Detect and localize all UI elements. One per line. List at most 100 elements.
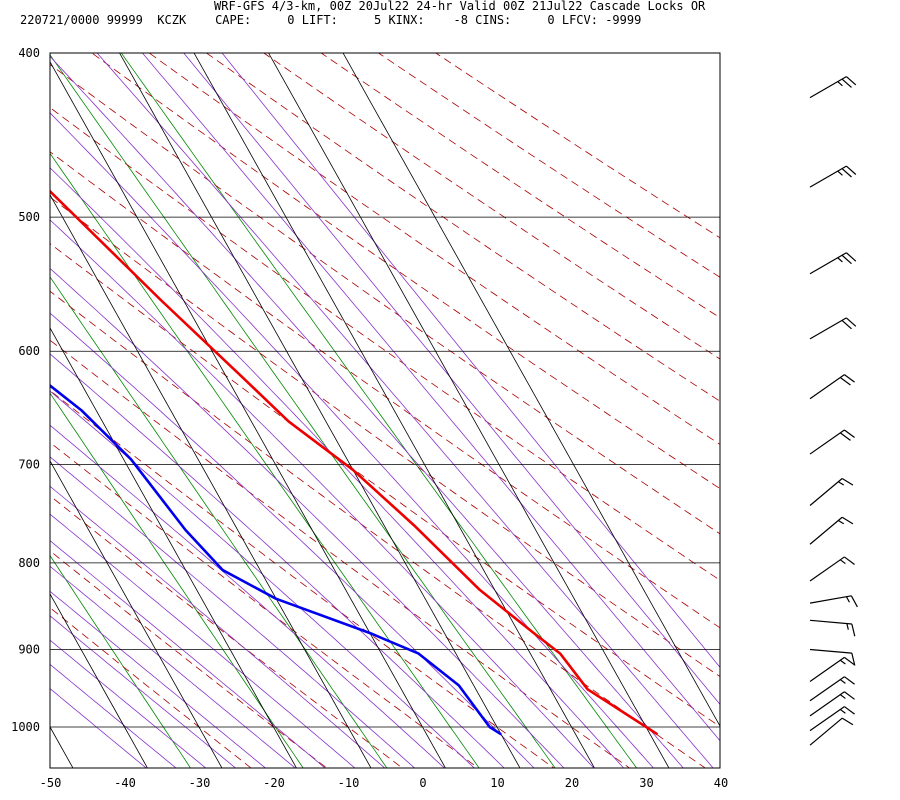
wind-barb	[809, 691, 855, 717]
moist-adiabat	[50, 663, 177, 768]
dry-adiabat	[50, 107, 720, 581]
moist-adiabat	[50, 513, 356, 768]
isotherm-line	[50, 61, 446, 768]
dry-adiabat	[50, 63, 720, 535]
barb-staff	[809, 478, 843, 506]
isotherm-line	[342, 53, 720, 727]
barb-feather	[844, 656, 855, 666]
barb-half-feather	[838, 519, 845, 525]
y-tick-label: 900	[18, 642, 40, 656]
x-tick-label: -30	[189, 776, 211, 790]
dry-adiabat	[205, 53, 720, 402]
wind-barb	[809, 478, 854, 506]
barb-half-feather	[839, 679, 846, 684]
dry-adiabat	[91, 53, 720, 490]
barb-feather	[844, 429, 855, 438]
moist-adiabat	[50, 456, 416, 768]
x-tick-label: 0	[419, 776, 426, 790]
barb-feather	[845, 165, 857, 175]
mixing-ratio-line	[50, 276, 388, 768]
wind-barb	[809, 429, 855, 455]
isotherm-line	[50, 194, 372, 768]
barb-feather	[841, 254, 852, 265]
barb-staff	[809, 717, 843, 746]
dry-adiabat	[50, 607, 252, 768]
barb-feather	[845, 76, 857, 86]
barb-half-feather	[838, 481, 845, 486]
barb-half-feather	[839, 559, 846, 565]
barb-feather	[844, 706, 855, 715]
barb-feather	[851, 653, 856, 666]
moist-adiabat	[96, 53, 714, 768]
barb-staff	[809, 76, 847, 99]
barb-half-feather	[839, 708, 846, 714]
moist-adiabat	[50, 390, 475, 768]
moist-adiabat	[50, 424, 446, 768]
dry-adiabat	[320, 53, 720, 319]
wind-barb	[809, 76, 857, 99]
barb-staff	[809, 676, 845, 702]
barb-half-feather	[837, 170, 843, 176]
temperature-trace	[50, 189, 659, 736]
dry-adiabat	[377, 53, 720, 278]
moist-adiabat	[50, 540, 326, 768]
moist-adiabat	[50, 639, 207, 768]
moist-adiabat	[50, 485, 386, 768]
dry-adiabat	[50, 151, 720, 629]
barb-feather	[851, 623, 856, 637]
barb-feather	[841, 478, 854, 486]
barb-feather	[839, 432, 851, 441]
moist-adiabat	[221, 53, 720, 668]
dry-adiabat	[148, 53, 720, 445]
barb-feather	[844, 556, 855, 565]
barb-feather	[841, 516, 854, 525]
y-tick-label: 800	[18, 556, 40, 570]
barb-half-feather	[846, 623, 849, 630]
barb-staff	[809, 374, 845, 400]
moist-adiabat	[183, 53, 720, 705]
wind-barb	[809, 595, 858, 608]
plot-frame	[49, 52, 721, 769]
moist-adiabat	[50, 565, 296, 768]
moist-adiabat	[50, 688, 147, 768]
isotherm-line	[268, 53, 670, 768]
y-tick-label: 700	[18, 458, 40, 472]
y-tick-label: 500	[18, 210, 40, 224]
moist-adiabat	[50, 167, 625, 768]
dry-adiabat	[50, 441, 479, 768]
barb-staff	[809, 595, 852, 604]
barb-staff	[809, 252, 847, 275]
barb-staff	[809, 648, 852, 654]
x-tick-label: -50	[40, 776, 62, 790]
isotherm-line	[119, 53, 521, 768]
barb-feather	[845, 252, 857, 262]
barb-feather	[844, 374, 855, 383]
moist-adiabat	[50, 353, 505, 768]
barb-feather	[841, 717, 854, 726]
dry-adiabat	[50, 550, 328, 768]
background-grid	[50, 53, 720, 768]
barb-half-feather	[839, 694, 846, 699]
dewpoint-trace	[50, 383, 502, 736]
wind-barbs	[809, 76, 858, 746]
isotherm-line	[193, 53, 595, 768]
wind-barb	[809, 656, 855, 682]
barb-staff	[809, 619, 852, 625]
y-tick-label: 1000	[11, 720, 40, 734]
dry-adiabat	[50, 196, 720, 678]
isotherm-line	[50, 593, 148, 768]
isotherm-line	[50, 460, 223, 768]
dry-adiabat	[50, 339, 631, 768]
temperature-axis: -50 -40 -30 -20 -10 0 10 20 30 40	[40, 776, 729, 790]
barb-staff	[809, 691, 845, 717]
barb-feather	[839, 377, 851, 386]
wind-barb	[809, 516, 854, 545]
barb-staff	[809, 516, 843, 545]
barb-half-feather	[845, 596, 850, 603]
moist-adiabat	[50, 267, 565, 768]
barb-feather	[841, 319, 852, 330]
moist-adiabat	[50, 112, 654, 768]
sounding-stats: 220721/0000 99999 KCZK CAPE: 0 LIFT: 5 K…	[20, 13, 642, 27]
barb-feather	[845, 317, 857, 327]
barb-half-feather	[837, 257, 843, 263]
